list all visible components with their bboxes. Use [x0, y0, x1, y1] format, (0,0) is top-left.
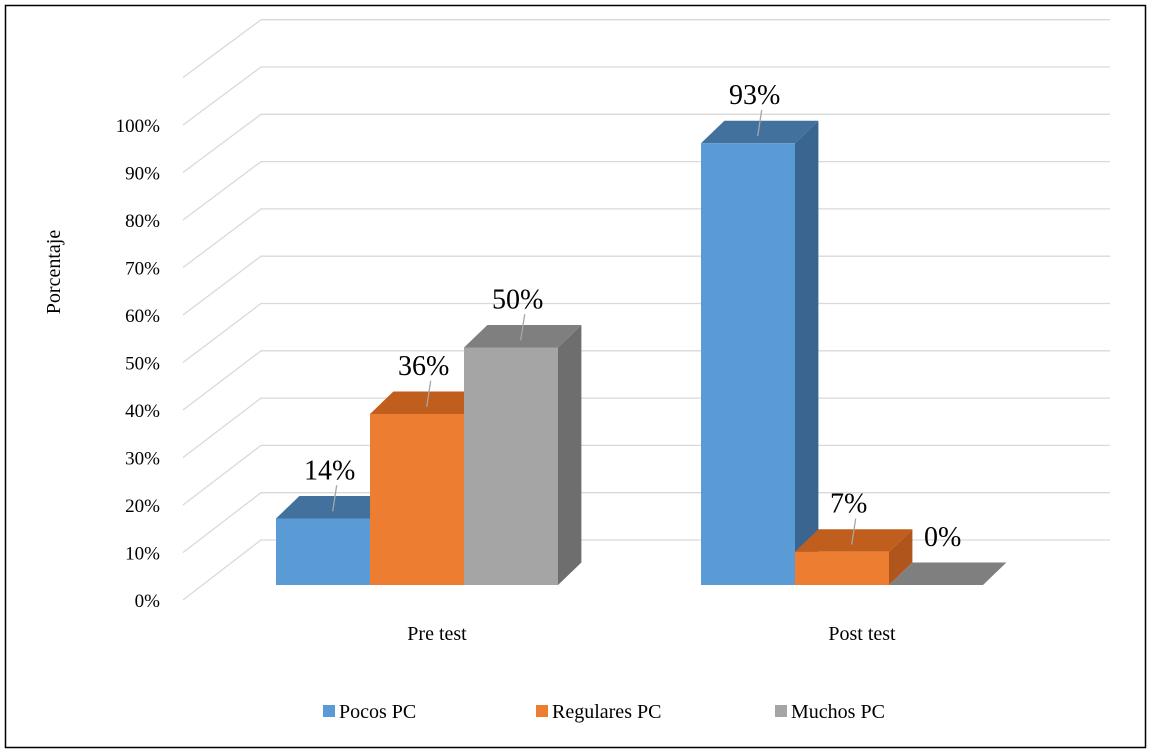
legend-label: Pocos PC: [339, 701, 416, 723]
gridline: [182, 255, 1110, 316]
bar: [464, 347, 558, 585]
data-label-leader: [520, 314, 526, 341]
y-tick-label: 20%: [125, 496, 160, 517]
y-tick-label: 80%: [125, 211, 160, 232]
data-label-leader: [332, 485, 338, 512]
data-label-leader: [426, 380, 432, 407]
gridline: [182, 302, 1110, 364]
bar-top: [889, 562, 1007, 585]
y-tick-label: 40%: [125, 401, 160, 422]
y-tick-label: 70%: [125, 259, 160, 280]
bar: [701, 143, 795, 585]
bar-top: [464, 325, 582, 348]
gridline: [182, 350, 1110, 411]
y-tick-label: 50%: [125, 354, 160, 375]
gridline: [182, 19, 1110, 79]
y-tick-label: 0%: [135, 591, 161, 612]
y-axis-label: Porcentaje: [43, 230, 65, 315]
gridline: [182, 113, 1110, 174]
bar-side: [558, 325, 582, 585]
y-tick-label: 10%: [125, 544, 160, 565]
data-label: 93%: [729, 80, 780, 111]
bar-side: [889, 529, 913, 585]
gridline: [182, 397, 1110, 459]
data-label: 36%: [398, 351, 449, 382]
gridline: [182, 208, 1110, 269]
bars: 14% 36% 50% 93% 7% 0%: [276, 80, 1007, 585]
y-tick-label: 60%: [125, 306, 160, 327]
legend-label: Muchos PC: [791, 701, 885, 723]
x-tick-label: Post test: [828, 623, 896, 645]
bar: [795, 551, 889, 585]
data-label: 50%: [492, 284, 543, 315]
gridline: [182, 492, 1110, 554]
gridline: [182, 66, 1110, 126]
y-tick-label: 90%: [125, 164, 160, 185]
bar-top: [795, 529, 913, 552]
y-tick-label: 30%: [125, 449, 160, 470]
data-label: 14%: [304, 455, 355, 486]
x-tick-label: Pre test: [407, 623, 467, 645]
legend: Pocos PC Regulares PC Muchos PC: [323, 701, 885, 723]
bar-top: [701, 120, 819, 144]
bar-top: [370, 391, 488, 414]
bar-side: [795, 120, 819, 585]
bar: [370, 414, 464, 585]
gridline: [182, 160, 1110, 221]
data-label: 7%: [830, 489, 867, 520]
legend-swatch: [536, 705, 548, 717]
data-label-leader: [757, 109, 763, 137]
gridline: [182, 444, 1110, 506]
bar-top: [276, 496, 394, 519]
y-axis-ticks: 0% 10% 20% 30% 40% 50% 60% 70% 80% 90% 100%: [116, 116, 161, 612]
data-label: 0%: [924, 522, 961, 553]
legend-swatch: [775, 705, 787, 717]
legend-swatch: [323, 705, 335, 717]
legend-label: Regulares PC: [552, 701, 661, 723]
bar: [276, 518, 370, 585]
y-tick-label: 100%: [116, 116, 161, 137]
data-label-leader: [851, 518, 857, 545]
x-axis-ticks: Pre test Post test: [407, 623, 896, 645]
